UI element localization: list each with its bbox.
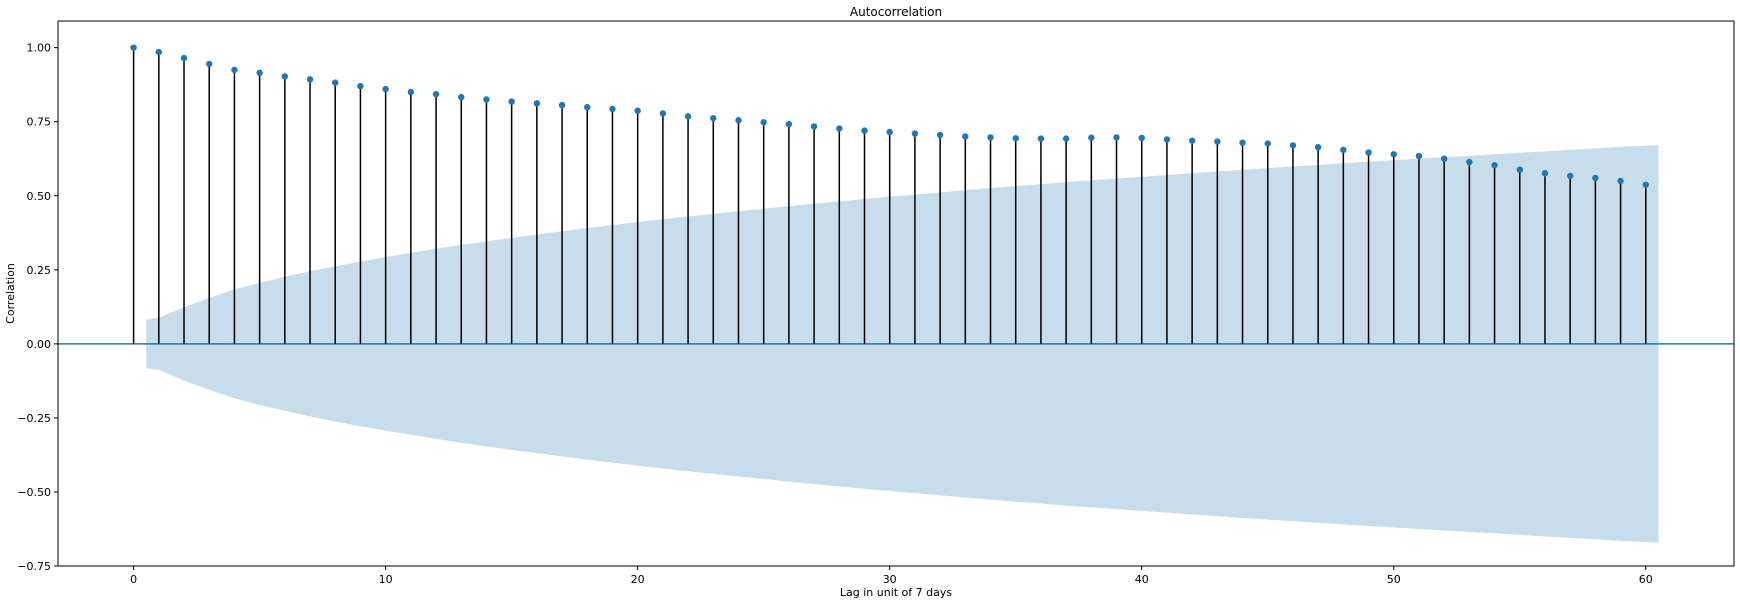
data-point <box>180 54 188 62</box>
data-point <box>256 69 263 77</box>
data-point <box>1113 134 1120 141</box>
data-point <box>1163 136 1171 143</box>
data-point <box>785 120 793 128</box>
data-point <box>987 134 994 141</box>
data-point <box>458 93 465 101</box>
data-point <box>1390 151 1397 158</box>
x-axis-ticks: 0 10 20 30 40 50 60 <box>130 566 1653 586</box>
data-point <box>684 113 692 120</box>
y-tick-label: 0.75 <box>27 116 52 129</box>
data-point <box>1541 170 1549 177</box>
data-point <box>130 44 137 51</box>
data-point <box>1466 158 1473 166</box>
data-point <box>936 131 944 139</box>
data-point <box>1415 152 1423 160</box>
y-tick-label: 0.00 <box>27 338 52 351</box>
y-tick-label: −0.75 <box>17 560 51 573</box>
data-point <box>1062 135 1070 142</box>
data-point <box>1642 181 1649 188</box>
data-point <box>760 119 767 126</box>
data-point <box>1617 177 1624 185</box>
data-point <box>1516 166 1523 173</box>
data-point <box>836 125 843 132</box>
data-point <box>886 128 893 136</box>
data-point <box>911 130 919 137</box>
data-point <box>281 73 289 80</box>
data-point <box>407 88 415 96</box>
data-point <box>1440 155 1448 162</box>
data-point <box>533 100 541 107</box>
data-point <box>231 66 238 74</box>
x-tick-label: 20 <box>631 573 645 586</box>
data-point <box>1264 140 1271 147</box>
data-point <box>382 85 389 93</box>
data-point <box>1012 135 1019 142</box>
data-point <box>1365 149 1372 156</box>
data-point <box>1314 143 1322 151</box>
data-point <box>810 123 818 130</box>
data-point <box>634 107 641 114</box>
y-axis-label: Correlation <box>4 263 17 324</box>
plot-area <box>58 44 1734 543</box>
data-point <box>1289 142 1297 149</box>
data-point <box>1566 172 1574 180</box>
y-tick-label: 0.50 <box>27 190 52 203</box>
data-point <box>206 60 213 68</box>
x-tick-label: 60 <box>1639 573 1653 586</box>
data-point <box>508 98 515 105</box>
data-point <box>1088 134 1095 141</box>
data-point <box>609 105 616 113</box>
data-point <box>1239 139 1246 146</box>
data-point <box>558 101 566 109</box>
x-tick-label: 10 <box>379 573 393 586</box>
x-axis-label: Lag in unit of 7 days <box>840 586 953 599</box>
y-tick-label: 1.00 <box>27 42 52 55</box>
y-tick-label: 0.25 <box>27 264 52 277</box>
x-tick-label: 30 <box>883 573 897 586</box>
data-point <box>1340 146 1347 154</box>
data-point <box>962 133 969 140</box>
data-point <box>710 114 717 122</box>
data-point <box>1592 174 1599 182</box>
data-point <box>584 103 591 111</box>
data-point <box>1491 162 1498 169</box>
data-point <box>659 110 667 117</box>
data-point <box>861 127 868 134</box>
y-tick-label: −0.50 <box>17 486 51 499</box>
data-point <box>306 76 314 83</box>
x-tick-label: 50 <box>1387 573 1401 586</box>
data-point <box>357 82 364 90</box>
data-point <box>735 117 742 124</box>
data-point <box>432 90 440 98</box>
data-point <box>1188 137 1196 144</box>
axes-frame <box>57 20 1735 567</box>
y-tick-label: −0.25 <box>17 412 51 425</box>
y-axis-ticks: −0.75 −0.50 −0.25 0.00 0.25 0.50 0.75 1.00 <box>17 42 58 573</box>
data-point <box>332 79 339 86</box>
x-tick-label: 40 <box>1135 573 1149 586</box>
x-tick-label: 0 <box>130 573 137 586</box>
stems-group <box>132 47 1647 344</box>
data-point <box>155 48 163 56</box>
markers-group <box>130 44 1649 188</box>
chart-title: Autocorrelation <box>850 5 942 19</box>
data-point <box>1214 138 1221 145</box>
data-point <box>1138 134 1145 142</box>
data-point <box>483 96 490 103</box>
data-point <box>1037 135 1045 142</box>
